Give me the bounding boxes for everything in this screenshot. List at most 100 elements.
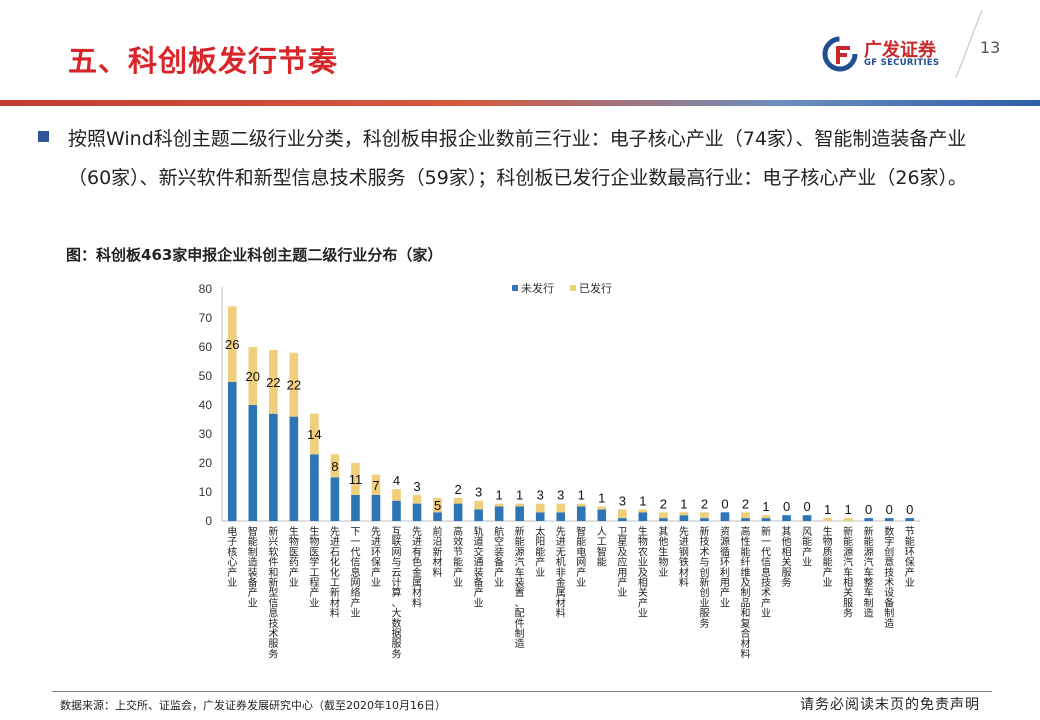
bar-issued bbox=[536, 504, 545, 513]
y-tick-label: 50 bbox=[199, 369, 213, 383]
bar-unissued bbox=[680, 515, 689, 521]
x-category-label: 智能制造装备产业 bbox=[248, 525, 258, 609]
bar-unissued bbox=[556, 512, 565, 521]
data-label: 4 bbox=[393, 473, 400, 488]
bar-unissued bbox=[905, 518, 914, 521]
data-label: 20 bbox=[246, 369, 260, 384]
bar-issued bbox=[515, 504, 524, 507]
x-category-label: 先进无机非金属材料 bbox=[556, 526, 566, 620]
x-category-label: 航空装备产业 bbox=[494, 525, 504, 589]
bar-issued bbox=[413, 495, 422, 504]
data-label: 0 bbox=[865, 502, 872, 517]
x-category-label: 其他相关服务 bbox=[782, 526, 792, 589]
bar-unissued bbox=[372, 495, 381, 521]
legend-label-unissued: 未发行 bbox=[521, 281, 554, 295]
data-label: 0 bbox=[783, 499, 790, 514]
y-tick-label: 80 bbox=[199, 282, 213, 296]
x-category-label: 智能电网产业 bbox=[576, 525, 586, 589]
bar-unissued bbox=[639, 512, 648, 521]
legend-label-issued: 已发行 bbox=[579, 281, 612, 295]
x-category-label: 新兴软件和新型信息技术服务 bbox=[268, 525, 278, 660]
x-category-label: 新能源汽车相关服务 bbox=[843, 525, 853, 620]
bar-issued bbox=[474, 501, 483, 510]
bar-unissued bbox=[351, 495, 360, 521]
x-category-label: 高性能纤维及制品和复合材料 bbox=[741, 525, 751, 660]
x-category-label: 互联网与云计算、大数据服务 bbox=[392, 526, 402, 660]
bar-unissued bbox=[310, 454, 319, 521]
y-tick-label: 40 bbox=[199, 398, 213, 412]
bar-unissued bbox=[248, 405, 257, 521]
x-category-label: 前沿新材料 bbox=[433, 525, 443, 579]
x-category-label: 新一代信息技术产业 bbox=[761, 525, 771, 620]
data-label: 2 bbox=[742, 496, 749, 511]
data-label: 0 bbox=[803, 499, 810, 514]
data-label: 1 bbox=[845, 502, 852, 517]
bar-issued bbox=[454, 498, 463, 504]
data-label: 26 bbox=[225, 337, 239, 352]
bar-issued bbox=[844, 518, 853, 521]
bar-issued bbox=[659, 512, 668, 518]
data-label: 1 bbox=[516, 488, 523, 503]
bar-issued bbox=[741, 512, 750, 518]
data-label: 11 bbox=[349, 472, 363, 487]
bar-issued bbox=[639, 509, 648, 512]
data-label: 1 bbox=[824, 502, 831, 517]
x-category-label: 下一代信息网络产业 bbox=[350, 527, 360, 620]
bar-unissued bbox=[618, 518, 627, 521]
x-category-label: 生物农业及相关产业 bbox=[638, 525, 648, 620]
bar-unissued bbox=[864, 518, 873, 521]
x-category-label: 人工智能 bbox=[597, 526, 607, 569]
bar-unissued bbox=[515, 507, 524, 522]
x-category-label: 节能环保产业 bbox=[905, 526, 915, 589]
data-label: 5 bbox=[434, 498, 441, 513]
data-label: 0 bbox=[886, 502, 893, 517]
bar-issued bbox=[700, 512, 709, 518]
data-label: 3 bbox=[413, 479, 420, 494]
data-label: 1 bbox=[578, 488, 585, 503]
x-category-label: 资源循环利用产业 bbox=[720, 526, 730, 609]
bar-unissued bbox=[331, 478, 340, 522]
y-tick-label: 20 bbox=[199, 456, 213, 470]
bar-unissued bbox=[721, 512, 730, 521]
data-label: 3 bbox=[537, 488, 544, 503]
bar-unissued bbox=[577, 507, 586, 522]
data-source: 数据来源：上交所、证监会，广发证券发展研究中心（截至2020年10月16日） bbox=[60, 697, 446, 713]
bar-unissued bbox=[392, 501, 401, 521]
bar-issued bbox=[392, 489, 401, 501]
bar-issued bbox=[597, 507, 606, 510]
legend-swatch-unissued bbox=[512, 285, 518, 291]
data-label: 0 bbox=[906, 502, 913, 517]
bar-unissued bbox=[762, 518, 771, 521]
data-label: 22 bbox=[266, 375, 280, 390]
bar-unissued bbox=[474, 509, 483, 521]
bar-issued bbox=[618, 509, 627, 518]
bar-unissued bbox=[454, 504, 463, 521]
data-label: 14 bbox=[307, 427, 321, 442]
x-category-label: 新能源汽车整车制造 bbox=[864, 525, 874, 620]
x-category-label: 新技术与创新创业服务 bbox=[699, 525, 709, 630]
bar-unissued bbox=[782, 515, 791, 521]
y-tick-label: 0 bbox=[205, 514, 212, 528]
bar-issued bbox=[577, 504, 586, 507]
bar-unissued bbox=[413, 504, 422, 521]
bar-unissued bbox=[433, 512, 442, 521]
x-category-label: 生物质能产业 bbox=[823, 525, 833, 589]
data-label: 1 bbox=[680, 496, 687, 511]
x-category-label: 先进石化化工新材料 bbox=[330, 526, 340, 620]
x-category-label: 新能源汽车装置、配件制造 bbox=[515, 525, 525, 650]
data-label: 2 bbox=[660, 496, 667, 511]
data-label: 3 bbox=[475, 485, 482, 500]
x-category-label: 数字创意技术设备制造 bbox=[884, 525, 894, 630]
data-label: 2 bbox=[454, 482, 461, 497]
bar-unissued bbox=[700, 518, 709, 521]
bar-issued bbox=[680, 512, 689, 515]
bar-unissued bbox=[495, 507, 504, 522]
bar-unissued bbox=[290, 417, 299, 521]
y-tick-label: 70 bbox=[199, 311, 213, 325]
bar-issued bbox=[556, 504, 565, 513]
bar-issued bbox=[762, 515, 771, 518]
industry-bar-chart: 01020304050607080 未发行 已发行26电子核心产业20智能制造装备产… bbox=[0, 0, 1040, 720]
x-category-label: 先进有色金属材料 bbox=[412, 526, 422, 609]
bar-unissued bbox=[597, 509, 606, 521]
data-label: 22 bbox=[287, 378, 301, 393]
